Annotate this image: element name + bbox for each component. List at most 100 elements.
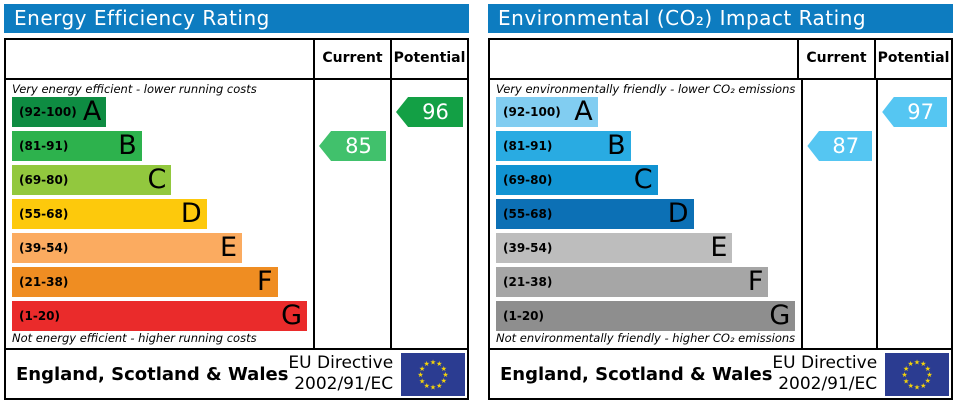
band-row-b: (81-91) B — [12, 131, 307, 165]
band-range-label: (69-80) — [19, 173, 69, 187]
band-range-label: (39-54) — [19, 241, 69, 255]
energy-efficiency-table: Current Potential Very energy efficient … — [4, 38, 469, 400]
band-bar-c: (69-80) C — [496, 165, 658, 195]
current-value-column: 85 — [313, 80, 390, 348]
potential-column-header: Potential — [390, 40, 467, 78]
band-range-label: (55-68) — [503, 207, 553, 221]
energy-efficiency-title: Energy Efficiency Rating — [4, 4, 469, 33]
band-bar-g: (1-20) G — [12, 301, 307, 331]
band-range-label: (81-91) — [19, 139, 69, 153]
eu-directive-label: EU Directive 2002/91/EC — [772, 353, 877, 396]
rating-bands: (92-100) A (81-91) B (69-80) C (55-68) D (39-54)… — [12, 97, 307, 335]
svg-text:★: ★ — [925, 377, 931, 385]
svg-text:★: ★ — [908, 381, 914, 389]
band-row-d: (55-68) D — [496, 199, 795, 233]
top-caption: Very energy efficient - lower running co… — [12, 82, 257, 96]
svg-text:★: ★ — [914, 383, 920, 391]
svg-text:★: ★ — [424, 360, 430, 368]
svg-text:★: ★ — [902, 371, 908, 379]
band-letter-label: D — [180, 198, 202, 229]
chart-body-row: Very energy efficient - lower running co… — [6, 80, 467, 348]
potential-value-column: 97 — [876, 80, 951, 348]
band-bar-d: (55-68) D — [496, 199, 694, 229]
column-header-row: Current Potential — [6, 40, 467, 80]
band-bar-e: (39-54) E — [12, 232, 243, 263]
band-bar-c: (69-80) C — [12, 164, 172, 195]
band-range-label: (55-68) — [19, 207, 69, 221]
potential-rating-arrow: 96 — [396, 97, 463, 127]
column-header-row: Current Potential — [490, 40, 951, 80]
band-row-g: (1-20) G — [12, 301, 307, 335]
band-letter-label: B — [118, 130, 137, 161]
chart-body-row: Very environmentally friendly - lower CO… — [490, 80, 951, 348]
band-letter-label: A — [82, 96, 102, 127]
band-letter-label: C — [147, 164, 167, 195]
band-bar-e: (39-54) E — [496, 232, 733, 263]
band-range-label: (21-38) — [19, 275, 69, 289]
potential-value-column: 96 — [390, 80, 467, 348]
current-value-column: 87 — [801, 80, 876, 348]
band-bar-g: (1-20) G — [496, 300, 796, 331]
rating-bands: (92-100) A (81-91) B (69-80) C (55-68) D (39-54)… — [496, 97, 796, 335]
band-row-d: (55-68) D — [12, 199, 307, 233]
header-spacer — [490, 40, 797, 78]
eu-directive-label: EU Directive 2002/91/EC — [288, 353, 393, 396]
band-row-e: (39-54) E — [496, 233, 795, 267]
svg-text:★: ★ — [925, 364, 931, 372]
svg-text:★: ★ — [424, 381, 430, 389]
svg-text:★: ★ — [903, 364, 909, 372]
svg-text:★: ★ — [419, 377, 425, 385]
band-letter-label: G — [281, 300, 302, 331]
band-bar-b: (81-91) B — [496, 131, 631, 161]
svg-text:★: ★ — [436, 381, 442, 389]
band-letter-label: C — [633, 164, 653, 195]
eu-directive-line1: EU Directive — [772, 352, 878, 373]
svg-text:★: ★ — [908, 360, 914, 368]
band-range-label: (81-91) — [503, 139, 553, 153]
potential-rating-arrow: 97 — [882, 97, 947, 127]
eu-directive-line1: EU Directive — [288, 352, 394, 373]
band-row-g: (1-20) G — [496, 300, 796, 335]
svg-text:★: ★ — [914, 358, 920, 366]
eu-directive-line2: 2002/91/EC — [294, 374, 394, 394]
band-letter-label: E — [710, 232, 728, 263]
bands-area: Very energy efficient - lower running co… — [6, 80, 313, 348]
bottom-caption: Not energy efficient - higher running co… — [12, 331, 257, 345]
svg-text:★: ★ — [430, 383, 436, 391]
eu-directive-line2: 2002/91/EC — [778, 374, 878, 394]
svg-text:★: ★ — [436, 360, 442, 368]
band-range-label: (39-54) — [503, 241, 553, 255]
band-letter-label: G — [769, 300, 791, 331]
band-row-c: (69-80) C — [496, 165, 795, 199]
bands-area: Very environmentally friendly - lower CO… — [490, 80, 801, 348]
potential-column-header: Potential — [874, 40, 951, 78]
band-range-label: (1-20) — [503, 309, 544, 323]
svg-text:★: ★ — [419, 364, 425, 372]
band-row-f: (21-38) F — [496, 267, 795, 301]
band-range-label: (92-100) — [19, 105, 77, 119]
environmental-impact-table: Current Potential Very environmentally f… — [488, 38, 953, 400]
svg-text:★: ★ — [927, 371, 933, 379]
band-letter-label: D — [667, 198, 689, 229]
current-rating-arrow: 85 — [319, 131, 386, 161]
band-bar-a: (92-100) A — [12, 96, 107, 127]
band-letter-label: B — [607, 130, 626, 161]
svg-text:★: ★ — [441, 364, 447, 372]
svg-text:★: ★ — [903, 377, 909, 385]
band-letter-label: F — [256, 266, 273, 297]
svg-text:★: ★ — [920, 360, 926, 368]
footer-row: England, Scotland & Wales EU Directive 2… — [6, 348, 467, 398]
band-row-b: (81-91) B — [496, 131, 795, 165]
svg-text:★: ★ — [418, 371, 424, 379]
top-caption: Very environmentally friendly - lower CO… — [496, 82, 796, 96]
region-label: England, Scotland & Wales — [16, 363, 289, 385]
band-letter-label: F — [747, 266, 764, 297]
band-bar-f: (21-38) F — [12, 267, 278, 297]
header-spacer — [6, 40, 313, 78]
energy-efficiency-panel: Energy Efficiency Rating Current Potenti… — [4, 4, 469, 400]
environmental-impact-title: Environmental (CO₂) Impact Rating — [488, 4, 953, 33]
band-row-c: (69-80) C — [12, 165, 307, 199]
band-letter-label: E — [220, 232, 238, 263]
band-bar-a: (92-100) A — [496, 97, 598, 127]
